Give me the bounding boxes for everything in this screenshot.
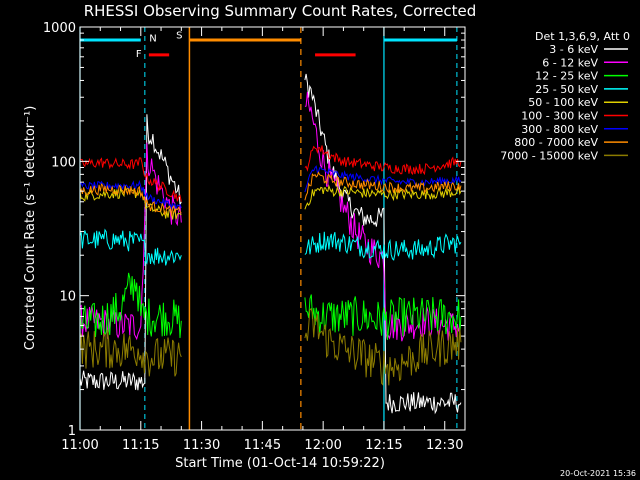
series-line xyxy=(79,114,182,391)
series-line xyxy=(304,91,462,342)
series-line xyxy=(304,73,462,415)
series-3-6-kev xyxy=(79,73,462,415)
series-line xyxy=(79,228,182,266)
series-line xyxy=(304,294,462,340)
series-line xyxy=(304,145,462,176)
y-tick-label: 1 xyxy=(68,424,76,439)
legend-entry-label: 25 - 50 keV xyxy=(535,83,598,96)
series-line xyxy=(79,272,182,339)
series-line xyxy=(304,231,462,261)
legend-entry-label: 50 - 100 keV xyxy=(528,96,598,109)
x-tick-label: 12:00 xyxy=(304,438,341,453)
series-line xyxy=(304,165,462,193)
x-tick-label: 12:15 xyxy=(365,438,402,453)
chart-title: RHESSI Observing Summary Count Rates, Co… xyxy=(84,2,477,20)
x-tick-label: 12:30 xyxy=(426,438,463,453)
series-line xyxy=(304,307,462,386)
flag-label-s: S xyxy=(176,31,182,42)
series-100-300-kev xyxy=(79,145,462,202)
plot-area: FN S xyxy=(79,27,462,430)
x-axis-label: Start Time (01-Oct-14 10:59:22) xyxy=(175,456,385,471)
series-25-50-kev xyxy=(79,228,462,266)
series-line xyxy=(79,329,182,377)
legend-entry-label: 300 - 800 keV xyxy=(521,123,598,136)
x-tick-label: 11:15 xyxy=(122,438,159,453)
y-tick-label: 1000 xyxy=(43,21,76,36)
legend-entry-label: 12 - 25 keV xyxy=(535,70,598,83)
series-line xyxy=(304,171,462,201)
legend-entry-label: 7000 - 15000 keV xyxy=(500,149,598,162)
x-tick-label: 11:30 xyxy=(183,438,220,453)
x-tick-label: 11:45 xyxy=(244,438,281,453)
series-7000-15000-kev xyxy=(79,307,462,386)
legend-entry-label: 100 - 300 keV xyxy=(521,110,598,123)
y-tick-label: 10 xyxy=(59,290,76,305)
legend-entry-label: 3 - 6 keV xyxy=(549,43,598,56)
series-800-7000-kev xyxy=(79,171,462,217)
series-line xyxy=(79,157,182,202)
series-12-25-kev xyxy=(79,272,462,340)
flag-label-n: N xyxy=(149,33,156,44)
axes: 1 10 100 1000 11:00 11:15 11:30 11:45 12:00 12:15… xyxy=(43,21,466,453)
series-line xyxy=(79,183,182,217)
flag-label-f: F xyxy=(136,49,142,60)
legend-entry-label: 6 - 12 keV xyxy=(542,56,598,69)
timestamp: 20-Oct-2021 15:36 xyxy=(560,469,636,478)
x-tick-label: 11:00 xyxy=(61,438,98,453)
series-line xyxy=(304,184,462,210)
legend-entry-label: 800 - 7000 keV xyxy=(514,136,598,149)
legend-title: Det 1,3,6,9, Att 0 xyxy=(535,30,630,43)
y-axis-label: Corrected Count Rate (s⁻¹ detector⁻¹) xyxy=(23,106,38,351)
plot-frame xyxy=(79,26,466,431)
y-tick-label: 100 xyxy=(51,155,76,170)
